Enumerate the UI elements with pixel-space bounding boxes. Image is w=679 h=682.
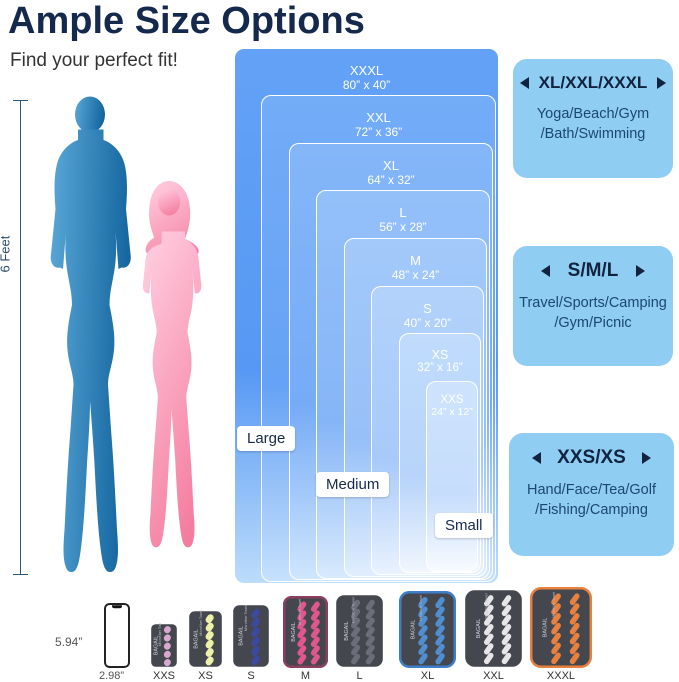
svg-text:Microfiber Towel: Microfiber Towel bbox=[199, 610, 203, 636]
svg-text:Microfiber Towel: Microfiber Towel bbox=[552, 592, 556, 618]
svg-text:Microfiber Towel: Microfiber Towel bbox=[158, 623, 162, 646]
svg-text:Microfiber Towel: Microfiber Towel bbox=[419, 595, 423, 621]
svg-text:Microfiber Towel: Microfiber Towel bbox=[352, 597, 356, 623]
svg-text:BAGAIL: BAGAIL bbox=[543, 618, 549, 637]
svg-text:Microfiber Towel: Microfiber Towel bbox=[244, 605, 248, 631]
svg-text:Microfiber Towel: Microfiber Towel bbox=[298, 599, 302, 625]
svg-text:Microfiber Towel: Microfiber Towel bbox=[485, 593, 489, 619]
svg-text:BAGAIL: BAGAIL bbox=[476, 619, 482, 638]
svg-text:BAGAIL: BAGAIL bbox=[291, 622, 297, 641]
svg-text:BAGAIL: BAGAIL bbox=[344, 621, 350, 640]
svg-text:BAGAIL: BAGAIL bbox=[410, 620, 416, 639]
